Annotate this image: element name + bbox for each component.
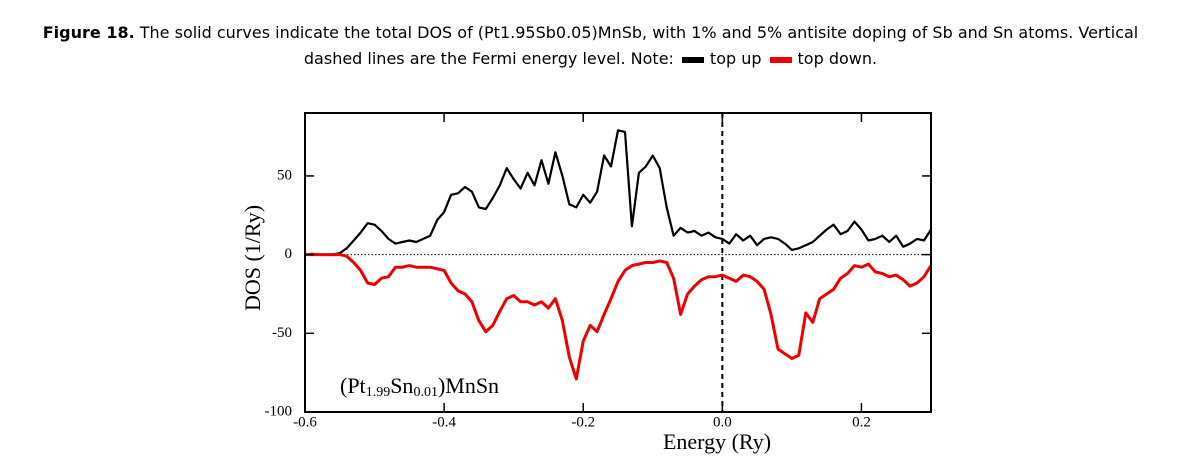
caption: Figure 18. The solid curves indicate the… [40, 20, 1141, 72]
y-tick-label: -50 [272, 325, 292, 341]
x-tick-label: -0.4 [432, 414, 456, 430]
legend-swatch [769, 56, 792, 63]
plot-frame [304, 112, 932, 413]
x-tick-label: 0.2 [852, 414, 871, 430]
x-tick-label: -0.6 [293, 414, 317, 430]
annotation-part: )MnSn [438, 373, 499, 398]
caption-text: The solid curves indicate the total DOS … [139, 23, 1139, 68]
legend: top up top down. [674, 49, 877, 68]
annotation-part: (Pt [340, 373, 366, 398]
legend-label: top up [709, 49, 762, 68]
y-tick-label: 0 [285, 246, 293, 262]
legend-label: top down. [797, 49, 878, 68]
y-tick-label: -100 [265, 403, 293, 419]
annotation: (Pt1.99Sn0.01)MnSn [340, 373, 499, 400]
dos-line [305, 253, 933, 381]
annotation-part: 0.01 [413, 385, 438, 400]
x-tick-label: 0.0 [713, 414, 732, 430]
caption-label: Figure 18. [42, 23, 135, 42]
legend-swatch [681, 56, 704, 63]
y-tick-label: 50 [277, 167, 292, 183]
annotation-part: Sn [390, 373, 413, 398]
dos-line [304, 129, 932, 256]
x-tick-label: -0.2 [571, 414, 595, 430]
annotation-part: 1.99 [366, 385, 391, 400]
y-axis-label: DOS (1/Ry) [240, 205, 265, 311]
x-axis-label: Energy (Ry) [663, 429, 771, 454]
